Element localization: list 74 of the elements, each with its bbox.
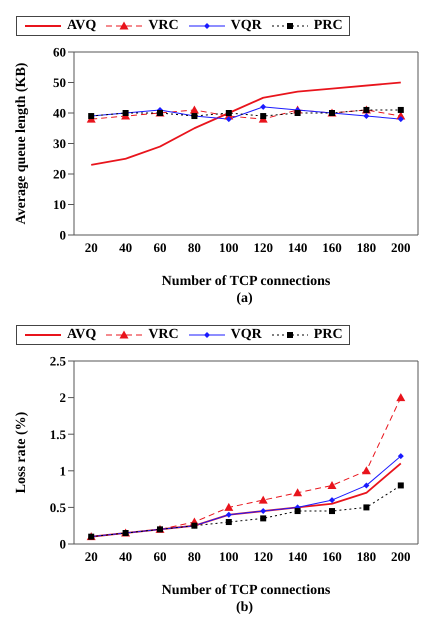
text: (a) [235, 291, 254, 307]
x-tick-label: 60 [154, 240, 166, 256]
point [294, 508, 301, 514]
y-tick-label: 0 [60, 536, 66, 552]
y-tick-label: 10 [53, 197, 66, 212]
x-tick-label: 180 [356, 549, 376, 564]
legend-label: AVQ [66, 327, 96, 343]
line-series [90, 82, 402, 166]
x-tick-label: 40 [119, 240, 132, 256]
y-axis-title: Loss rate (%) [14, 411, 29, 494]
point [398, 116, 404, 122]
legend-label: VRC [147, 327, 179, 343]
point [362, 466, 371, 474]
x-tick-label: 100 [219, 549, 239, 564]
x-tick-label: 160 [322, 240, 342, 256]
point [294, 110, 301, 116]
point [260, 113, 266, 120]
point [329, 508, 335, 514]
point [328, 480, 336, 489]
point [363, 113, 370, 120]
legend-label: PRC [312, 327, 343, 343]
legend-label: VRC [147, 18, 179, 34]
point [260, 508, 266, 514]
x-tick-label: 20 [84, 549, 98, 564]
x-tick-label: 60 [154, 549, 166, 564]
x-tick-label: 200 [391, 549, 411, 564]
legend-label: PRC [312, 18, 343, 34]
y-tick-label: 0 [60, 228, 66, 243]
point [224, 502, 234, 511]
point [398, 482, 404, 488]
legend-label: VQR [230, 18, 262, 34]
point [363, 504, 370, 510]
x-axis-title: Number of TCP connections [162, 274, 331, 289]
point [226, 519, 232, 526]
point [260, 515, 266, 522]
y-tick-label: 2 [60, 390, 66, 406]
point [396, 393, 406, 402]
point [329, 497, 335, 504]
point [226, 110, 232, 116]
y-tick-label: 1 [60, 463, 66, 478]
y-tick-label: 0.5 [50, 500, 66, 516]
x-tick-label: 80 [188, 240, 201, 256]
x-tick-label: 180 [356, 240, 376, 256]
text: (b) [234, 600, 254, 616]
y-tick-label: 20 [53, 166, 66, 182]
x-tick-label: 20 [84, 240, 98, 256]
x-axis-title: Number of TCP connections [162, 583, 331, 598]
point [260, 104, 266, 110]
x-tick-label: 80 [188, 549, 201, 564]
x-tick-label: 200 [391, 240, 411, 256]
y-tick-label: 30 [53, 136, 66, 152]
point [226, 512, 232, 518]
x-tick-label: 160 [322, 549, 342, 564]
point [398, 106, 404, 113]
y-tick-label: 60 [53, 44, 66, 60]
x-tick-label: 40 [119, 549, 132, 564]
x-tick-label: 120 [253, 549, 273, 564]
legend-label: AVQ [66, 18, 96, 34]
legend-label: VQR [230, 327, 262, 343]
x-tick-label: 120 [253, 240, 273, 256]
x-tick-label: 140 [288, 549, 308, 564]
point [258, 496, 268, 504]
y-tick-label: 40 [53, 106, 66, 121]
y-tick-label: 50 [53, 75, 66, 90]
x-tick-label: 100 [219, 240, 239, 256]
y-tick-label: 1.5 [50, 426, 66, 442]
y-axis-title: Average queue length (KB) [14, 62, 29, 224]
y-tick-label: 2.5 [50, 354, 66, 369]
point [226, 116, 232, 122]
point [293, 488, 302, 496]
point [363, 482, 370, 488]
x-tick-label: 140 [288, 240, 308, 256]
point [398, 453, 404, 460]
point [190, 105, 199, 114]
